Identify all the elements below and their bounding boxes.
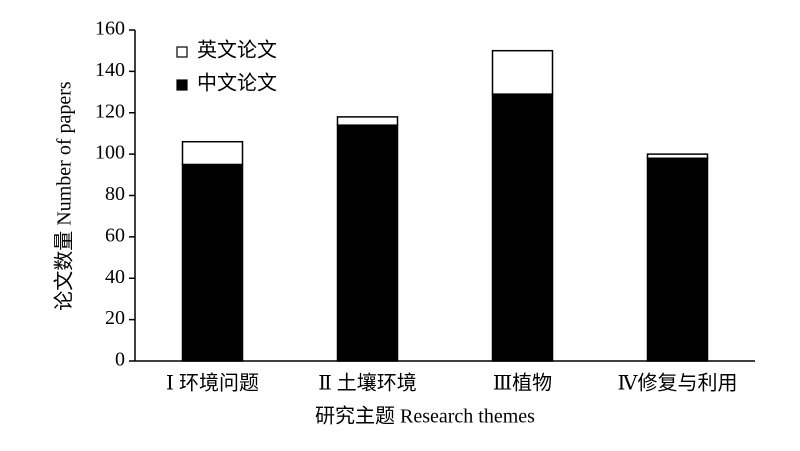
y-tick-label: 60 <box>105 224 125 246</box>
bar-segment <box>491 93 554 362</box>
bar-segment <box>181 140 244 166</box>
bar-segment <box>336 124 399 362</box>
bar-segment <box>646 153 709 160</box>
y-tick-label: 120 <box>95 100 125 122</box>
legend-label: 英文论文 <box>197 39 277 62</box>
y-tick-label: 140 <box>95 59 125 81</box>
y-axis-label: 论文数量 Number of papers <box>53 81 76 311</box>
y-tick-label: 40 <box>105 266 125 288</box>
legend-label: 中文论文 <box>197 72 277 95</box>
y-tick-label: 0 <box>115 349 125 371</box>
y-tick-label: 100 <box>95 142 125 164</box>
y-tick-label: 80 <box>105 183 125 205</box>
x-tick-label: Ⅲ植物 <box>493 372 552 395</box>
x-axis-label: 研究主题 Research themes <box>315 405 535 428</box>
bar-segment <box>491 49 554 95</box>
y-tick-label: 20 <box>105 307 125 329</box>
legend-swatch <box>176 46 188 58</box>
bar-segment <box>336 116 399 126</box>
y-tick-label: 160 <box>95 18 125 40</box>
x-tick-label: Ⅳ修复与利用 <box>618 372 738 395</box>
x-tick-label: Ⅱ 土壤环境 <box>318 372 417 395</box>
x-tick-label: Ⅰ 环境问题 <box>166 372 259 395</box>
bar-segment <box>181 163 244 362</box>
bar-segment <box>646 157 709 362</box>
legend-swatch <box>176 79 188 91</box>
